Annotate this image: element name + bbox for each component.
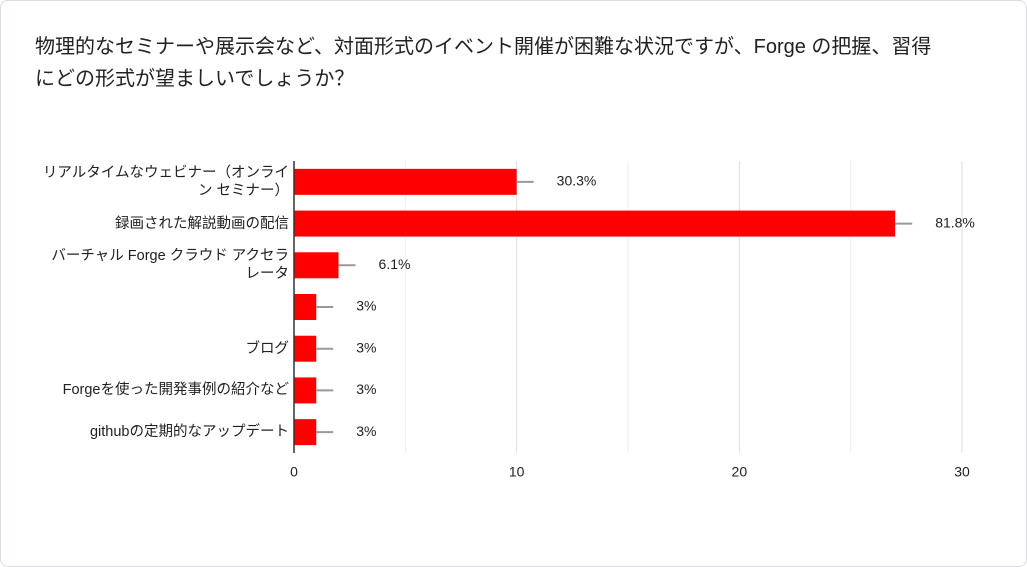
bar [294, 335, 317, 362]
bar [294, 419, 317, 446]
y-tick-label: リアルタイムなウェビナー（オンライン セミナー） [42, 164, 289, 199]
value-label: 3% [356, 381, 376, 397]
x-tick-label: 0 [290, 464, 298, 480]
bar [294, 252, 339, 279]
bar [294, 294, 317, 320]
y-tick-label: githubの定期的なアップデート [89, 424, 289, 441]
y-tick-label: ブログ [245, 340, 290, 357]
y-tick-label: Forgeを使った開発事例の紹介など [62, 382, 289, 399]
value-label: 3% [356, 339, 376, 355]
value-label: 3% [356, 423, 376, 439]
y-tick-label: バーチャル Forge クラウド アクセラレータ [51, 248, 289, 283]
y-tick-label: 録画された解説動画の配信 [115, 215, 289, 232]
bar [294, 210, 896, 237]
x-tick-label: 20 [732, 464, 748, 480]
bar [294, 168, 517, 195]
value-label: 3% [356, 298, 376, 314]
value-label: 81.8% [935, 214, 975, 230]
value-label: 6.1% [379, 256, 411, 272]
x-tick-label: 30 [954, 464, 970, 480]
bar [294, 377, 317, 404]
x-tick-label: 10 [509, 464, 525, 480]
chart-title: 物理的なセミナーや展示会など、対面形式のイベント開催が困難な状況ですが、Forg… [35, 36, 932, 90]
value-label: 30.3% [557, 173, 597, 189]
